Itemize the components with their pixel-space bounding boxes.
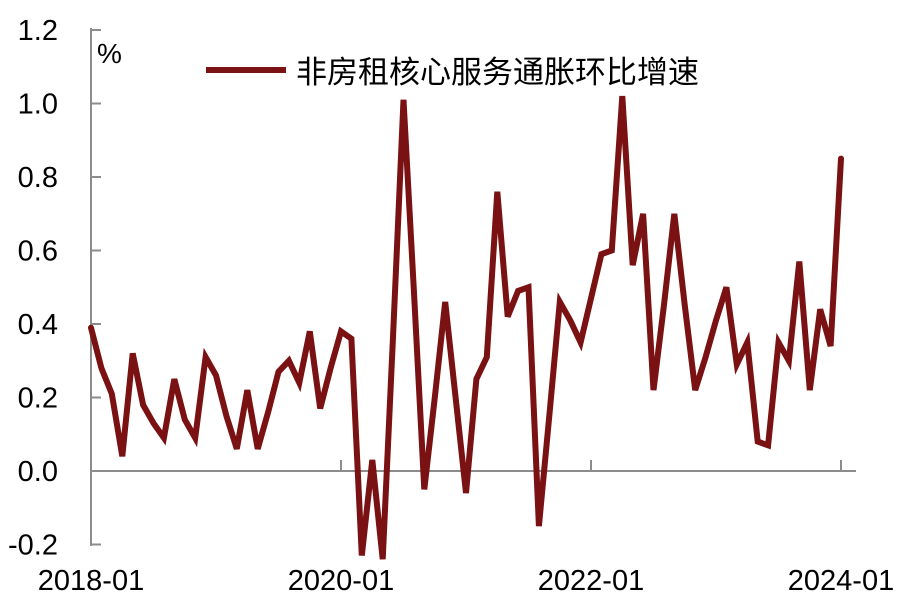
- y-tick-label: 0.4: [18, 309, 58, 341]
- series-line: [88, 95, 844, 560]
- x-tick-label: 2024-01: [788, 565, 894, 597]
- y-tick-label: -0.2: [8, 530, 58, 562]
- y-tick-label: 0.2: [18, 383, 58, 415]
- y-tick-label: 0.0: [18, 456, 58, 488]
- legend-line-swatch: [206, 66, 286, 73]
- x-tick-label: 2020-01: [288, 565, 394, 597]
- y-tick-label: 1.0: [18, 89, 58, 121]
- y-tick-label: 0.6: [18, 236, 58, 268]
- legend: 非房租核心服务通胀环比增速: [206, 47, 699, 92]
- x-tick-label: 2018-01: [38, 565, 144, 597]
- y-tick-label: 0.8: [18, 162, 58, 194]
- legend-label: 非房租核心服务通胀环比增速: [296, 55, 699, 90]
- y-tick-label: 1.2: [18, 15, 58, 47]
- y-axis-unit-label: %: [97, 38, 122, 69]
- x-tick-label: 2022-01: [538, 565, 644, 597]
